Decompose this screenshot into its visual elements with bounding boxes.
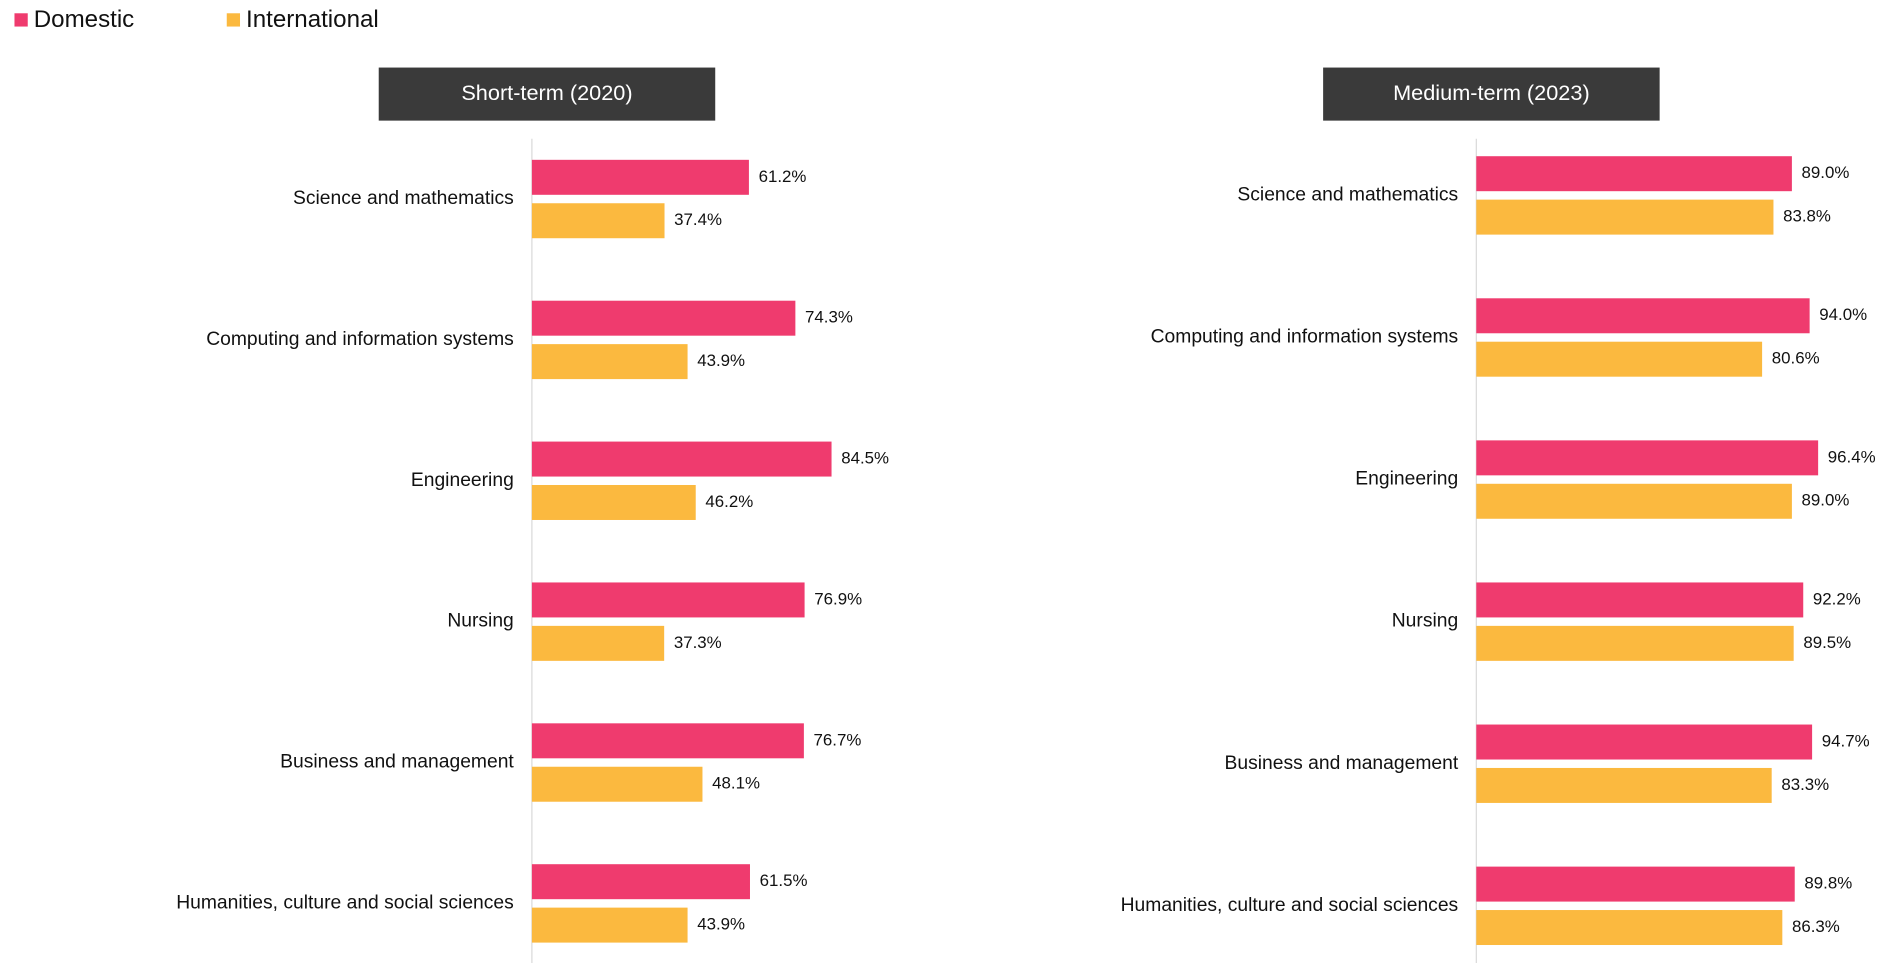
value-label: 94.0% — [1819, 305, 1867, 324]
bar — [531, 766, 703, 802]
value-label: 76.9% — [814, 589, 862, 608]
bar — [531, 344, 688, 380]
bar — [1476, 199, 1774, 235]
title-box — [1323, 67, 1660, 121]
value-label: 80.6% — [1772, 349, 1820, 368]
legend: Domestic International — [14, 6, 379, 33]
bar — [531, 625, 665, 661]
value-label: 89.8% — [1804, 874, 1852, 893]
legend-label: International — [246, 6, 379, 33]
bar — [1476, 866, 1795, 902]
title-box — [378, 67, 716, 121]
bar — [531, 203, 665, 239]
value-label: 84.5% — [841, 449, 889, 468]
value-label: 94.7% — [1822, 731, 1870, 750]
bar — [1476, 910, 1783, 946]
bar — [531, 907, 688, 943]
value-label: 74.3% — [805, 308, 853, 327]
category-label: Nursing — [447, 611, 513, 632]
value-label: 89.0% — [1802, 491, 1850, 510]
value-label: 89.5% — [1803, 633, 1851, 652]
bar — [531, 441, 832, 477]
category-label: Business and management — [280, 752, 514, 773]
bar — [531, 723, 804, 759]
value-label: 37.4% — [674, 210, 722, 229]
bar — [531, 864, 750, 900]
category-label: Business and management — [1225, 753, 1459, 774]
value-label: 43.9% — [697, 351, 745, 370]
bar — [531, 582, 805, 618]
bar — [531, 159, 749, 195]
bar — [1476, 582, 1804, 618]
bar — [531, 300, 796, 336]
bar — [1476, 724, 1813, 760]
bar — [1476, 625, 1794, 661]
value-label: 61.5% — [760, 871, 808, 890]
bar — [1476, 440, 1819, 476]
bar — [1476, 483, 1792, 519]
category-label: Science and mathematics — [1237, 185, 1458, 206]
category-label: Science and mathematics — [293, 188, 514, 209]
value-label: 83.8% — [1783, 207, 1831, 226]
category-label: Engineering — [1355, 469, 1458, 490]
value-label: 83.3% — [1781, 775, 1829, 794]
chart-title: Short-term (2020) — [461, 80, 632, 105]
value-label: 37.3% — [674, 633, 722, 652]
value-label: 96.4% — [1828, 447, 1876, 466]
value-label: 76.7% — [814, 730, 862, 749]
legend-label: Domestic — [34, 6, 134, 33]
value-label: 89.0% — [1802, 163, 1850, 182]
category-label: Computing and information systems — [206, 329, 514, 350]
bar — [1476, 341, 1763, 377]
category-label: Nursing — [1392, 611, 1458, 632]
category-label: Humanities, culture and social sciences — [176, 892, 514, 913]
value-label: 43.9% — [697, 915, 745, 934]
bar — [531, 484, 696, 520]
bar — [1476, 767, 1772, 803]
category-label: Computing and information systems — [1151, 327, 1459, 348]
value-label: 61.2% — [759, 167, 807, 186]
legend-swatch — [226, 13, 241, 27]
value-label: 86.3% — [1792, 917, 1840, 936]
chart-title: Medium-term (2023) — [1393, 80, 1590, 105]
value-label: 48.1% — [712, 774, 760, 793]
value-label: 46.2% — [705, 492, 753, 511]
legend-swatch — [14, 13, 28, 27]
value-label: 92.2% — [1813, 589, 1861, 608]
category-label: Humanities, culture and social sciences — [1121, 895, 1459, 916]
bar — [1476, 298, 1810, 334]
category-label: Engineering — [411, 470, 514, 491]
bar — [1476, 156, 1792, 192]
